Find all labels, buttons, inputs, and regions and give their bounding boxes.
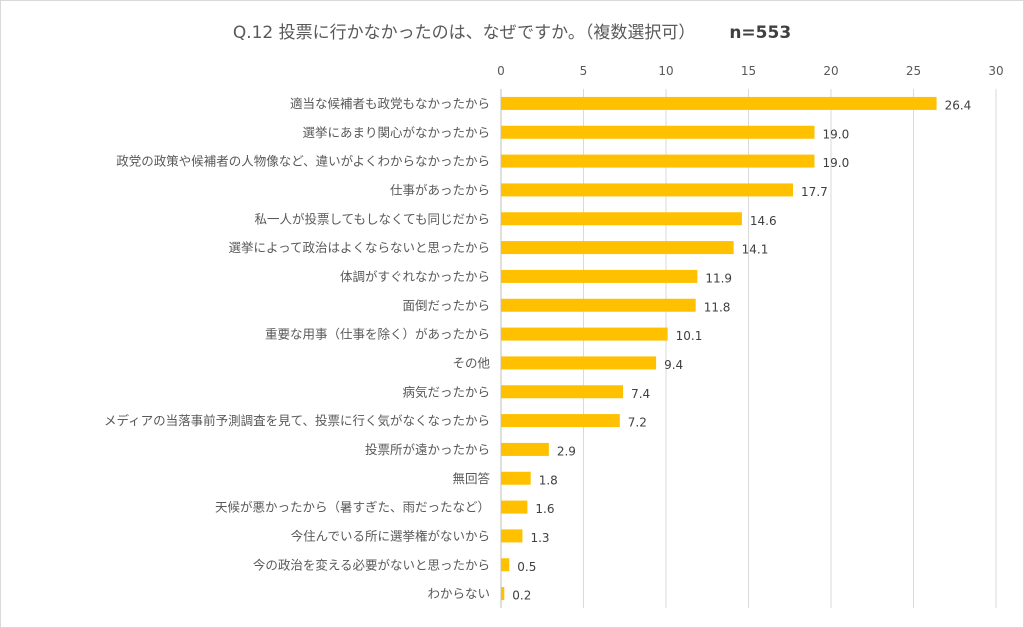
- bar: [501, 269, 698, 283]
- category-label: 仕事があったから: [390, 182, 490, 197]
- category-label: 病気だったから: [402, 384, 490, 399]
- chart-title: Q.12 投票に行かなかったのは、なぜですか。（複数選択可）: [232, 23, 696, 43]
- bar: [501, 356, 657, 370]
- bar: [501, 385, 624, 399]
- bar: [501, 529, 523, 543]
- bar: [501, 154, 815, 168]
- bar: [501, 241, 734, 255]
- bar: [501, 414, 620, 428]
- category-label: 重要な用事（仕事を除く）があったから: [265, 327, 490, 342]
- data-label: 0.5: [517, 560, 536, 574]
- bar: [501, 327, 668, 341]
- category-label: 投票所が遠かったから: [365, 442, 490, 457]
- bar: [501, 298, 696, 312]
- x-tick-label: 25: [906, 64, 921, 78]
- x-tick-label: 0: [497, 64, 505, 78]
- category-label: メディアの当落事前予測調査を見て、投票に行く気がなくなったから: [104, 413, 490, 428]
- data-label: 19.0: [823, 127, 850, 141]
- data-label: 14.1: [742, 243, 769, 257]
- x-tick-label: 30: [988, 64, 1003, 78]
- data-label: 1.8: [539, 473, 558, 487]
- x-tick-label: 5: [580, 64, 588, 78]
- category-label: 私一人が投票してもしなくても同じだから: [254, 211, 490, 226]
- data-label: 10.1: [676, 329, 703, 343]
- bar: [501, 96, 937, 110]
- category-label: 無回答: [452, 471, 490, 486]
- chart-sample-size: n=553: [729, 23, 792, 43]
- category-label: その他: [452, 355, 490, 370]
- category-label: 選挙によって政治はよくならないと思ったから: [228, 240, 490, 255]
- category-label: 体調がすぐれなかったから: [340, 269, 490, 284]
- data-label: 0.2: [512, 589, 531, 603]
- data-label: 7.2: [628, 416, 647, 430]
- category-label: 選挙にあまり関心がなかったから: [302, 125, 490, 140]
- data-label: 14.6: [750, 214, 777, 228]
- category-label: 天候が悪かったから（暑すぎた、雨だったなど）: [215, 500, 490, 515]
- category-label: 面倒だったから: [402, 298, 490, 313]
- bar: [501, 500, 528, 514]
- bar: [501, 471, 531, 485]
- category-label: 政党の政策や候補者の人物像など、違いがよくわからなかったから: [116, 154, 490, 169]
- x-tick-label: 15: [741, 64, 756, 78]
- category-label: わからない: [427, 586, 490, 601]
- bar: [501, 587, 505, 601]
- x-tick-label: 10: [658, 64, 673, 78]
- data-label: 9.4: [664, 358, 683, 372]
- bar: [501, 558, 510, 572]
- data-label: 1.3: [530, 531, 549, 545]
- data-label: 17.7: [801, 185, 828, 199]
- category-label: 今住んでいる所に選挙権がないから: [291, 528, 490, 543]
- data-label: 19.0: [823, 156, 850, 170]
- category-label: 適当な候補者も政党もなかったから: [290, 96, 490, 111]
- bar: [501, 125, 815, 139]
- data-label: 7.4: [631, 387, 650, 401]
- data-label: 11.9: [705, 271, 732, 285]
- bar: [501, 212, 742, 226]
- data-label: 11.8: [704, 300, 731, 314]
- data-label: 1.6: [535, 502, 554, 516]
- data-label: 26.4: [945, 98, 972, 112]
- data-label: 2.9: [557, 444, 576, 458]
- bar: [501, 183, 794, 197]
- bar: [501, 442, 549, 456]
- category-label: 今の政治を変える必要がないと思ったから: [253, 557, 490, 572]
- chart-title-block: Q.12 投票に行かなかったのは、なぜですか。（複数選択可） n=553: [0, 18, 1024, 43]
- x-tick-label: 20: [823, 64, 838, 78]
